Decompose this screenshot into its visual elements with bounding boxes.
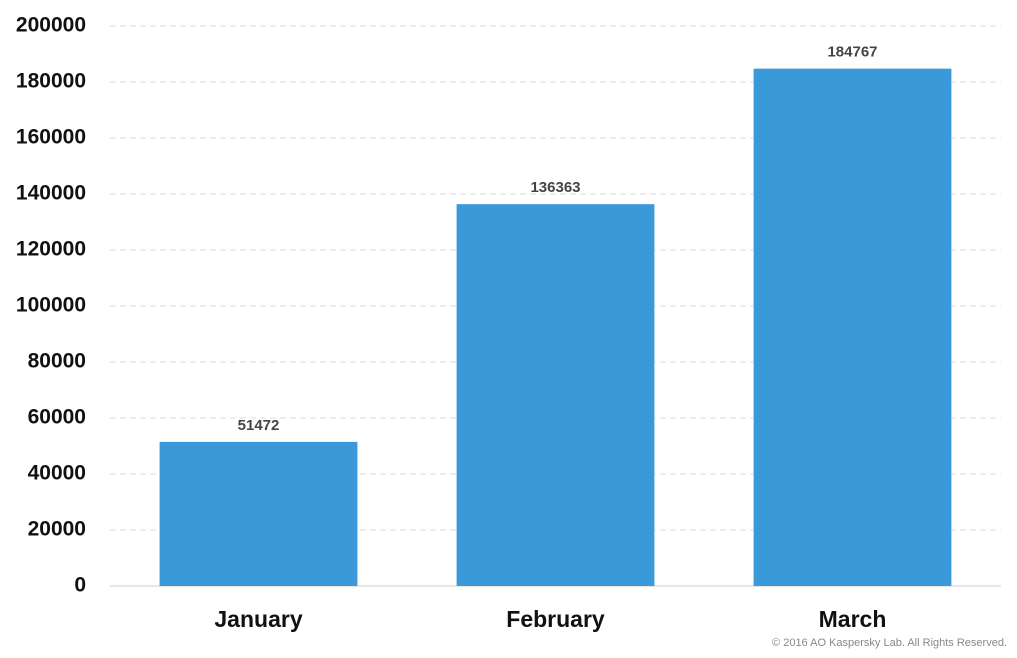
data-label: 184767 [827, 44, 877, 61]
copyright: © 2016 AO Kaspersky Lab. All Rights Rese… [772, 637, 1007, 649]
x-tick-label: March [819, 606, 887, 632]
x-tick-label: February [506, 606, 605, 632]
y-tick-label: 40000 [28, 462, 86, 485]
y-tick-label: 80000 [28, 350, 86, 373]
bar [159, 441, 358, 586]
bar [753, 68, 952, 586]
y-tick-label: 160000 [16, 126, 86, 149]
y-tick-label: 20000 [28, 518, 86, 541]
data-label: 136363 [530, 179, 580, 196]
y-tick-label: 60000 [28, 406, 86, 429]
y-tick-label: 180000 [16, 70, 86, 93]
y-tick-label: 120000 [16, 238, 86, 261]
y-tick-label: 200000 [16, 14, 86, 37]
data-label: 51472 [238, 417, 280, 434]
y-tick-label: 0 [74, 574, 86, 597]
bar [456, 204, 655, 586]
y-tick-label: 100000 [16, 294, 86, 317]
x-tick-label: January [214, 606, 302, 632]
y-tick-label: 140000 [16, 182, 86, 205]
